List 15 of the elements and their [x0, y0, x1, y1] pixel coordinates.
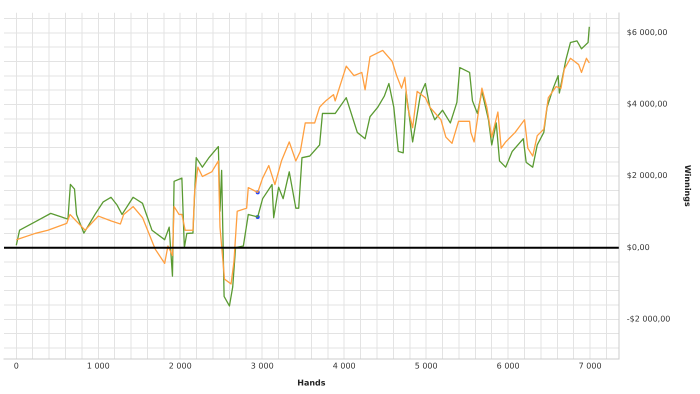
x-tick-label: 5 000 [414, 362, 438, 371]
y-tick-label: -$2 000,00 [626, 314, 670, 324]
x-tick-label: 4 000 [332, 362, 356, 371]
y-tick-label: $0,00 [626, 242, 650, 252]
x-tick-label: 3 000 [250, 362, 274, 371]
y-tick-label: $2 000,00 [626, 171, 668, 180]
x-tick-label: 0 [14, 362, 19, 371]
y-tick-label: $6 000,00 [626, 28, 668, 37]
x-tick-label: 1 000 [86, 362, 110, 371]
x-tick-label: 7 000 [578, 362, 602, 371]
y-axis-title: Winnings [683, 164, 692, 207]
x-tick-label: 6 000 [496, 362, 520, 371]
y-tick-label: $4 000,00 [626, 100, 668, 109]
x-axis-title: Hands [297, 378, 326, 388]
x-tick-label: 2 000 [168, 362, 192, 371]
